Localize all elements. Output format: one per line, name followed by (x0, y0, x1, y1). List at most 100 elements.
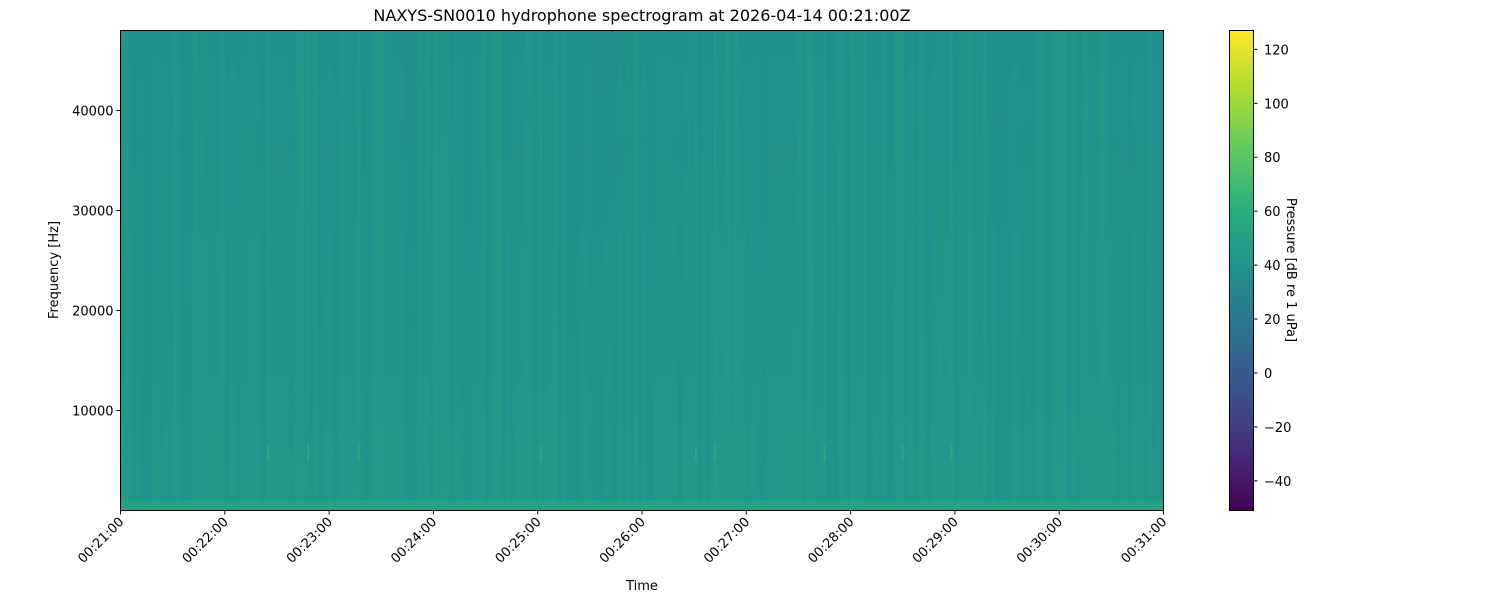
heatmap-column (557, 30, 562, 511)
heatmap-column (309, 30, 314, 511)
heatmap-column (437, 30, 442, 511)
heatmap-column (646, 30, 651, 511)
heatmap-column (200, 30, 205, 511)
heatmap-column (898, 30, 903, 511)
heatmap-column (180, 30, 185, 511)
heatmap-column (140, 30, 145, 511)
heatmap-column (288, 30, 293, 511)
transient-peak (540, 445, 543, 461)
transient-event (540, 30, 543, 511)
heatmap-column (1103, 30, 1108, 511)
heatmap-column (172, 30, 177, 511)
heatmap-column (429, 30, 434, 511)
heatmap-column (1159, 30, 1164, 511)
heatmap-column (1115, 30, 1120, 511)
heatmap-column (1063, 30, 1068, 511)
x-tick-label: 00:23:00 (284, 515, 336, 567)
low-frequency-band (120, 500, 1164, 511)
heatmap-column (561, 30, 566, 511)
heatmap-column (449, 30, 454, 511)
transient-peak (267, 445, 270, 461)
heatmap-column (637, 30, 642, 511)
heatmap-column (365, 30, 370, 511)
heatmap-column (485, 30, 490, 511)
heatmap-column (525, 30, 530, 511)
heatmap-column (982, 30, 987, 511)
transient-peak (694, 445, 697, 461)
heatmap-column (1059, 30, 1064, 511)
colorbar-label: Pressure [dB re 1 uPa] (1283, 198, 1298, 342)
x-tick-label: 00:30:00 (1014, 515, 1066, 567)
colorbar-tick-label: −20 (1264, 421, 1291, 436)
heatmap-column (381, 30, 386, 511)
heatmap-column (441, 30, 446, 511)
heatmap-column (573, 30, 578, 511)
heatmap-column (866, 30, 871, 511)
heatmap-column (497, 30, 502, 511)
colorbar-tick-label: 0 (1264, 367, 1272, 382)
colorbar-tick-label: 40 (1264, 259, 1281, 274)
heatmap-column (870, 30, 875, 511)
transient-peak (714, 445, 717, 461)
heatmap-column (878, 30, 883, 511)
heatmap-column (481, 30, 486, 511)
heatmap-column (846, 30, 851, 511)
heatmap-column (834, 30, 839, 511)
x-tick-label: 00:29:00 (910, 515, 962, 567)
colorbar-tick-label: 80 (1264, 151, 1281, 166)
heatmap-column (377, 30, 382, 511)
y-axis-label: Frequency [Hz] (47, 221, 62, 319)
heatmap-column (1075, 30, 1080, 511)
heatmap-column (814, 30, 819, 511)
heatmap-column (317, 30, 322, 511)
heatmap-column (341, 30, 346, 511)
heatmap-column (609, 30, 614, 511)
heatmap-column (862, 30, 867, 511)
x-tick-label: 00:27:00 (701, 515, 753, 567)
heatmap-column (593, 30, 598, 511)
heatmap-column (589, 30, 594, 511)
y-tick-label: 30000 (72, 205, 113, 220)
heatmap-column (838, 30, 843, 511)
heatmap-column (886, 30, 891, 511)
x-axis-label: Time (625, 579, 658, 594)
heatmap-column (938, 30, 943, 511)
transient-event (901, 30, 904, 511)
heatmap-column (264, 30, 269, 511)
colorbar (1229, 30, 1254, 511)
heatmap-column (433, 30, 438, 511)
heatmap-column (746, 30, 751, 511)
heatmap-column (802, 30, 807, 511)
heatmap-column (633, 30, 638, 511)
heatmap-column (918, 30, 923, 511)
heatmap-column (613, 30, 618, 511)
heatmap-column (926, 30, 931, 511)
transient-event (714, 30, 717, 511)
transient-peak (823, 445, 826, 461)
heatmap-column (1047, 30, 1052, 511)
y-tick-label: 40000 (72, 105, 113, 120)
heatmap-column (850, 30, 855, 511)
heatmap-column (978, 30, 983, 511)
heatmap-column (236, 30, 241, 511)
heatmap-column (1071, 30, 1076, 511)
colorbar-tick-label: −40 (1264, 475, 1291, 490)
heatmap-column (1023, 30, 1028, 511)
heatmap-column (1067, 30, 1072, 511)
heatmap-column (954, 30, 959, 511)
heatmap-column (1083, 30, 1088, 511)
heatmap-column (902, 30, 907, 511)
heatmap-column (1055, 30, 1060, 511)
heatmap-column (798, 30, 803, 511)
colorbar-tick-label: 100 (1264, 97, 1289, 112)
heatmap-column (144, 30, 149, 511)
heatmap-column (425, 30, 430, 511)
heatmap-column (248, 30, 253, 511)
x-tick-label: 00:28:00 (806, 515, 858, 567)
heatmap-column (1147, 30, 1152, 511)
x-tick-label: 00:21:00 (75, 515, 127, 567)
transient-peak (307, 445, 310, 461)
heatmap-column (706, 30, 711, 511)
heatmap-column (1035, 30, 1040, 511)
